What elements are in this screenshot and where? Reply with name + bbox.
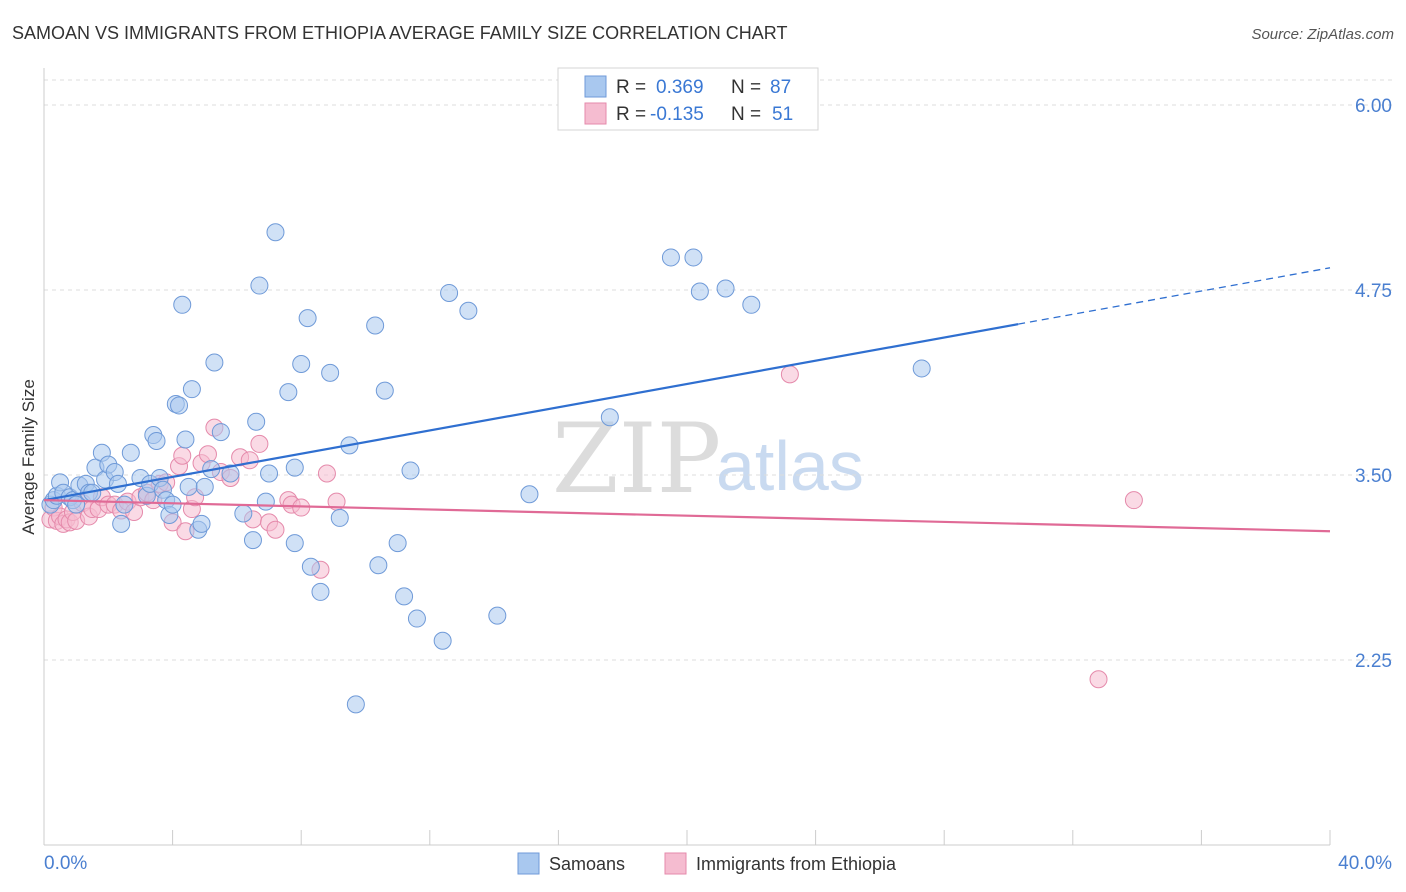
point-samoans [176, 430, 195, 449]
series-samoans-points [41, 223, 931, 714]
legend-r-label-samoans: R = [616, 77, 646, 98]
point-samoans [301, 557, 320, 576]
trend-line-samoans-extrapolated [1018, 267, 1331, 325]
point-samoans [243, 531, 262, 550]
point-samoans [459, 301, 478, 320]
trend-lines [43, 267, 1331, 533]
y-tick-label: 2.25 [1355, 651, 1392, 672]
point-samoans [250, 276, 269, 295]
point-samoans [520, 485, 539, 504]
point-samoans [690, 282, 709, 301]
y-axis-label: Average Family Size [19, 379, 38, 535]
point-ethiopia [173, 446, 192, 465]
point-samoans [279, 383, 298, 402]
y-tick-label: 6.00 [1355, 96, 1392, 117]
legend-swatch-ethiopia [584, 102, 607, 125]
bottom-legend-swatch-ethiopia [664, 852, 687, 875]
point-ethiopia [1089, 670, 1108, 689]
point-samoans [211, 423, 230, 442]
point-samoans [388, 534, 407, 553]
trend-line-samoans [43, 323, 1019, 502]
point-samoans [179, 477, 198, 496]
watermark: ZIP atlas [552, 403, 864, 515]
x-tick-label-min: 0.0% [44, 853, 87, 874]
point-samoans [600, 408, 619, 427]
y-axis-tick-labels: 2.25 3.50 4.75 6.00 [1355, 96, 1392, 672]
point-samoans [366, 316, 385, 335]
point-samoans [195, 477, 214, 496]
legend-r-value-ethiopia: -0.135 [650, 104, 704, 125]
point-samoans [192, 514, 211, 533]
point-samoans [369, 556, 388, 575]
legend-r-value-samoans: 0.369 [656, 77, 704, 98]
point-samoans [330, 508, 349, 527]
point-samoans [346, 695, 365, 714]
point-samoans [433, 631, 452, 650]
point-samoans [292, 355, 311, 373]
bottom-legend-label-ethiopia: Immigrants from Ethiopia [696, 854, 897, 874]
point-samoans [221, 464, 240, 483]
point-samoans [912, 359, 931, 378]
point-samoans [684, 248, 703, 267]
point-ethiopia [250, 434, 269, 453]
point-samoans [256, 492, 275, 511]
point-samoans [401, 461, 420, 480]
point-samoans [163, 495, 182, 514]
chart-source: Source: ZipAtlas.com [1251, 26, 1394, 43]
point-samoans [440, 283, 459, 302]
point-ethiopia [1124, 491, 1143, 510]
point-samoans [182, 380, 201, 399]
legend-n-label-samoans: N = [731, 77, 761, 98]
point-samoans [115, 495, 134, 514]
point-ethiopia [317, 464, 336, 483]
point-samoans [247, 412, 266, 431]
point-samoans [285, 458, 304, 477]
point-samoans [234, 504, 253, 523]
x-tick-label-max: 40.0% [1338, 853, 1392, 874]
point-samoans [661, 248, 680, 267]
point-samoans [298, 309, 317, 328]
point-samoans [375, 381, 394, 400]
legend-n-value-samoans: 87 [770, 77, 791, 98]
point-samoans [407, 609, 426, 628]
watermark-atlas: atlas [716, 427, 864, 505]
point-ethiopia [198, 445, 217, 464]
legend-swatch-samoans [584, 75, 607, 98]
point-samoans [121, 443, 140, 462]
point-samoans [488, 606, 507, 625]
watermark-zip: ZIP [552, 403, 721, 515]
point-samoans [395, 587, 414, 606]
point-samoans [260, 464, 279, 483]
point-ethiopia [780, 365, 799, 384]
chart-title: SAMOAN VS IMMIGRANTS FROM ETHIOPIA AVERA… [12, 23, 787, 43]
x-axis-ticks [43, 830, 1331, 845]
point-samoans [205, 353, 224, 372]
bottom-legend-label-samoans: Samoans [549, 854, 625, 874]
point-samoans [108, 474, 127, 493]
point-samoans [170, 396, 189, 415]
point-samoans [716, 279, 735, 298]
y-tick-label: 4.75 [1355, 281, 1392, 302]
bottom-legend: Samoans Immigrants from Ethiopia [517, 852, 897, 875]
point-samoans [173, 295, 192, 314]
point-ethiopia [266, 520, 285, 539]
trend-line-ethiopia [43, 499, 1331, 533]
point-samoans [742, 295, 761, 314]
point-samoans [285, 534, 304, 553]
point-samoans [147, 431, 166, 450]
point-ethiopia [240, 451, 259, 470]
point-samoans [321, 363, 340, 382]
gridlines [44, 79, 1392, 661]
point-samoans [311, 582, 330, 601]
point-samoans [67, 495, 86, 514]
y-tick-label: 3.50 [1355, 466, 1392, 487]
point-samoans [112, 514, 131, 533]
legend-r-label-ethiopia: R = [616, 104, 646, 125]
point-samoans [266, 223, 285, 242]
legend-n-value-ethiopia: 51 [772, 104, 793, 125]
legend-n-label-ethiopia: N = [731, 104, 761, 125]
bottom-legend-swatch-samoans [517, 852, 540, 875]
legend-box: R = 0.369 N = 87 R = -0.135 N = 51 [557, 67, 819, 131]
